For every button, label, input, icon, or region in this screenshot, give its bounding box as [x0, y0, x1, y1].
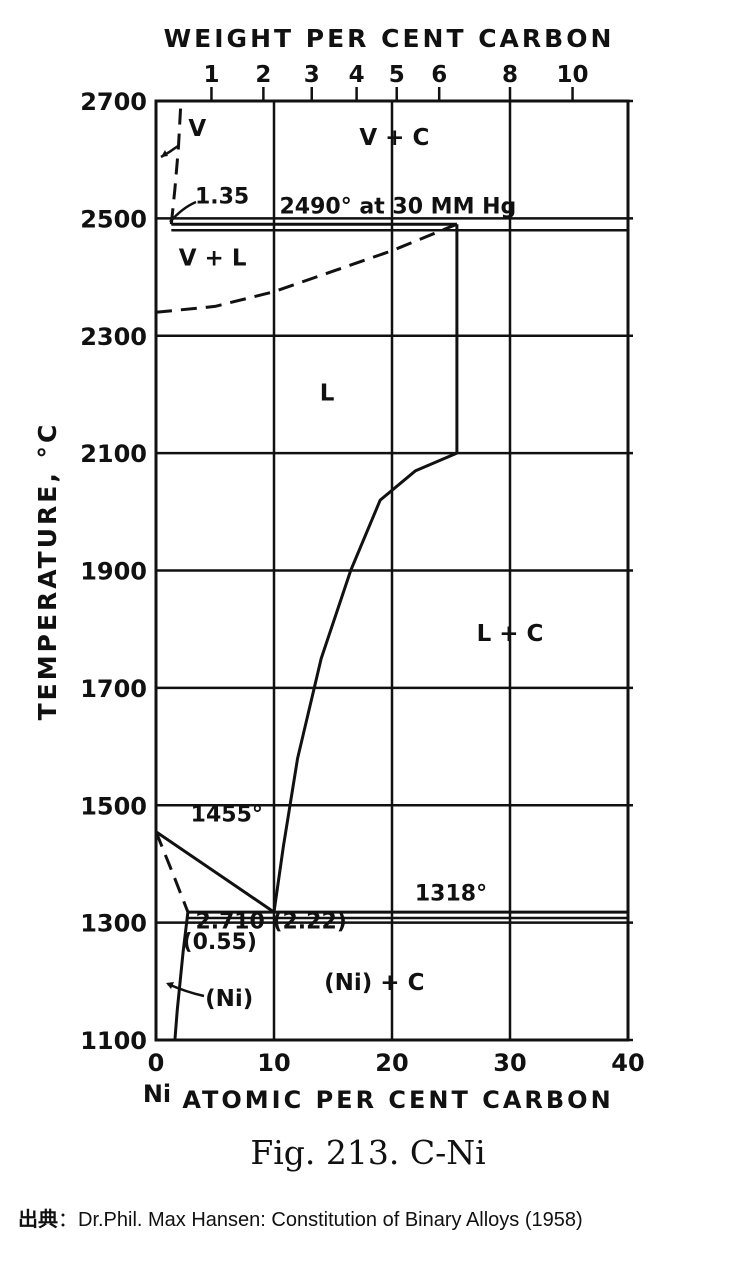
annotation-1-35: 1.35	[195, 185, 249, 210]
region-label-L-C: L + C	[477, 621, 544, 647]
curve-carbon-liquidus	[272, 451, 458, 913]
y-tick-label-1300: 1300	[80, 910, 147, 938]
plot-frame	[154, 87, 633, 1042]
x-top-tick-label-3: 3	[304, 62, 320, 88]
dashed-curve-vapor-boundary	[169, 103, 183, 225]
x-top-tick-label-2: 2	[255, 62, 271, 88]
y-tick-label-2300: 2300	[80, 323, 147, 351]
y-tick-label-2100: 2100	[80, 440, 147, 468]
annotation-2-7: 2.7	[196, 909, 235, 934]
x-tick-label-0: 0	[148, 1049, 165, 1077]
figure-caption: Fig. 213. C-Ni	[250, 1133, 486, 1172]
dashed-curve-solidus	[154, 831, 190, 913]
chart-text: 1 2 3 4 5 6 8 10 0 10 20 30 40 1100 1300 1500 1700 1900 21…	[80, 62, 645, 1077]
dashed-curve-boiling-curve	[155, 222, 458, 314]
y-axis-label: TEMPERATURE, °C	[33, 422, 62, 721]
region-label--Ni-C: (Ni) + C	[324, 970, 424, 996]
y-tick-label-1500: 1500	[80, 792, 147, 820]
source-citation: 出典：Dr.Phil. Max Hansen: Constitution of …	[18, 1203, 583, 1232]
x-top-tick-label-1: 1	[203, 62, 219, 88]
arrowhead-ni	[166, 982, 174, 989]
x-top-tick-label-10: 10	[557, 62, 589, 88]
annotation-1318-: 1318°	[415, 881, 487, 906]
x-tick-label-30: 30	[493, 1049, 526, 1077]
region-label-V: V	[188, 116, 206, 142]
region-label-V-L: V + L	[179, 245, 247, 271]
annotation--0-55-: (0.55)	[183, 930, 257, 955]
annotation-1455-: 1455°	[191, 803, 263, 828]
arrowhead-v	[161, 150, 168, 157]
source-prefix: 出典	[18, 1209, 58, 1231]
x-tick-label-10: 10	[257, 1049, 290, 1077]
x-tick-label-40: 40	[611, 1049, 644, 1077]
y-tick-label-1900: 1900	[80, 558, 147, 586]
grid	[154, 99, 630, 1042]
origin-label-ni: Ni	[143, 1080, 171, 1108]
region-label-V-C: V + C	[359, 125, 429, 151]
y-tick-label-2500: 2500	[80, 205, 147, 233]
x-top-tick-label-4: 4	[349, 62, 365, 88]
region-label-L: L	[320, 380, 335, 406]
arrow-ni	[167, 982, 205, 998]
annotation-10-2-22-: 10 (2.22)	[234, 909, 347, 934]
x-tick-label-20: 20	[375, 1049, 408, 1077]
y-tick-label-1100: 1100	[80, 1027, 147, 1055]
x-top-axis-label: WEIGHT PER CENT CARBON	[164, 24, 615, 53]
curve-nickel-liquidus	[155, 830, 275, 914]
x-top-tick-label-5: 5	[389, 62, 405, 88]
x-top-tick-label-6: 6	[431, 62, 447, 88]
x-top-tick-label-8: 8	[502, 62, 518, 88]
region-label--Ni-: (Ni)	[205, 986, 253, 1012]
arrow-1-35	[169, 200, 197, 223]
x-bottom-axis-label: ATOMIC PER CENT CARBON	[182, 1086, 613, 1114]
source-text: ：Dr.Phil. Max Hansen: Constitution of Bi…	[58, 1209, 583, 1231]
annotation-2490-at-30-MM-Hg: 2490° at 30 MM Hg	[280, 195, 517, 220]
curve-solvus	[173, 911, 190, 1041]
y-tick-label-2700: 2700	[80, 88, 147, 116]
phase-boundaries	[154, 103, 628, 1041]
y-tick-label-1700: 1700	[80, 675, 147, 703]
